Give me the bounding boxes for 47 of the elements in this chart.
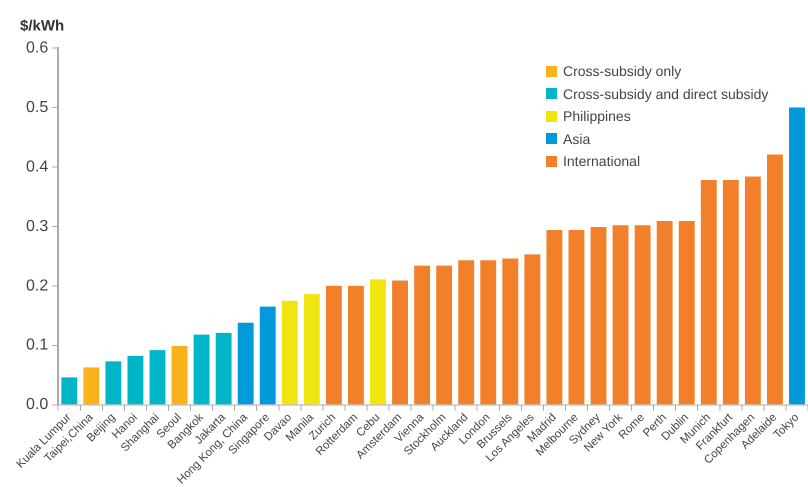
y-tick-label: 0.4: [26, 158, 48, 176]
bar: [150, 350, 166, 404]
bar: [436, 266, 452, 404]
bar: [546, 230, 562, 404]
bar: [194, 334, 210, 404]
bar: [282, 300, 298, 404]
legend-label: Philippines: [563, 108, 631, 124]
bar: [700, 180, 717, 404]
y-tick-label: 0.5: [26, 98, 48, 116]
bar: [61, 377, 78, 404]
bar: [326, 286, 342, 404]
bar: [480, 260, 496, 404]
y-tick-label: 0.3: [26, 218, 48, 235]
bar: [238, 322, 254, 404]
y-tick-label: 0.2: [26, 277, 48, 294]
bar: [127, 356, 144, 404]
bar: [766, 154, 783, 404]
bar: [414, 266, 430, 404]
legend-label: Cross-subsidy only: [563, 63, 682, 80]
bar: [348, 286, 364, 404]
legend-label: International: [563, 153, 640, 170]
bar: [590, 226, 606, 404]
bar: [502, 258, 518, 404]
bar: [260, 306, 276, 404]
bar: [612, 225, 628, 404]
bar: [634, 225, 651, 404]
bar: [370, 279, 386, 404]
bar: [172, 346, 188, 404]
legend-label: Asia: [563, 130, 590, 147]
bar: [392, 280, 408, 404]
legend-label: Cross-subsidy and direct subsidy: [563, 86, 768, 102]
bar: [656, 221, 673, 404]
bar: [744, 176, 761, 404]
bar: [105, 361, 122, 404]
y-axis-title: $/kWh: [20, 18, 64, 35]
bar: [789, 107, 805, 404]
bar: [83, 367, 100, 404]
bar: [722, 180, 739, 404]
y-tick-label: 0.6: [26, 39, 48, 56]
bar: [216, 332, 232, 404]
bar: [678, 221, 695, 404]
y-tick-label: 0.0: [26, 396, 48, 414]
bar: [524, 254, 540, 404]
bar: [458, 260, 474, 404]
bar: [568, 230, 584, 404]
bar: [304, 294, 320, 404]
y-tick-label: 0.1: [26, 336, 48, 354]
